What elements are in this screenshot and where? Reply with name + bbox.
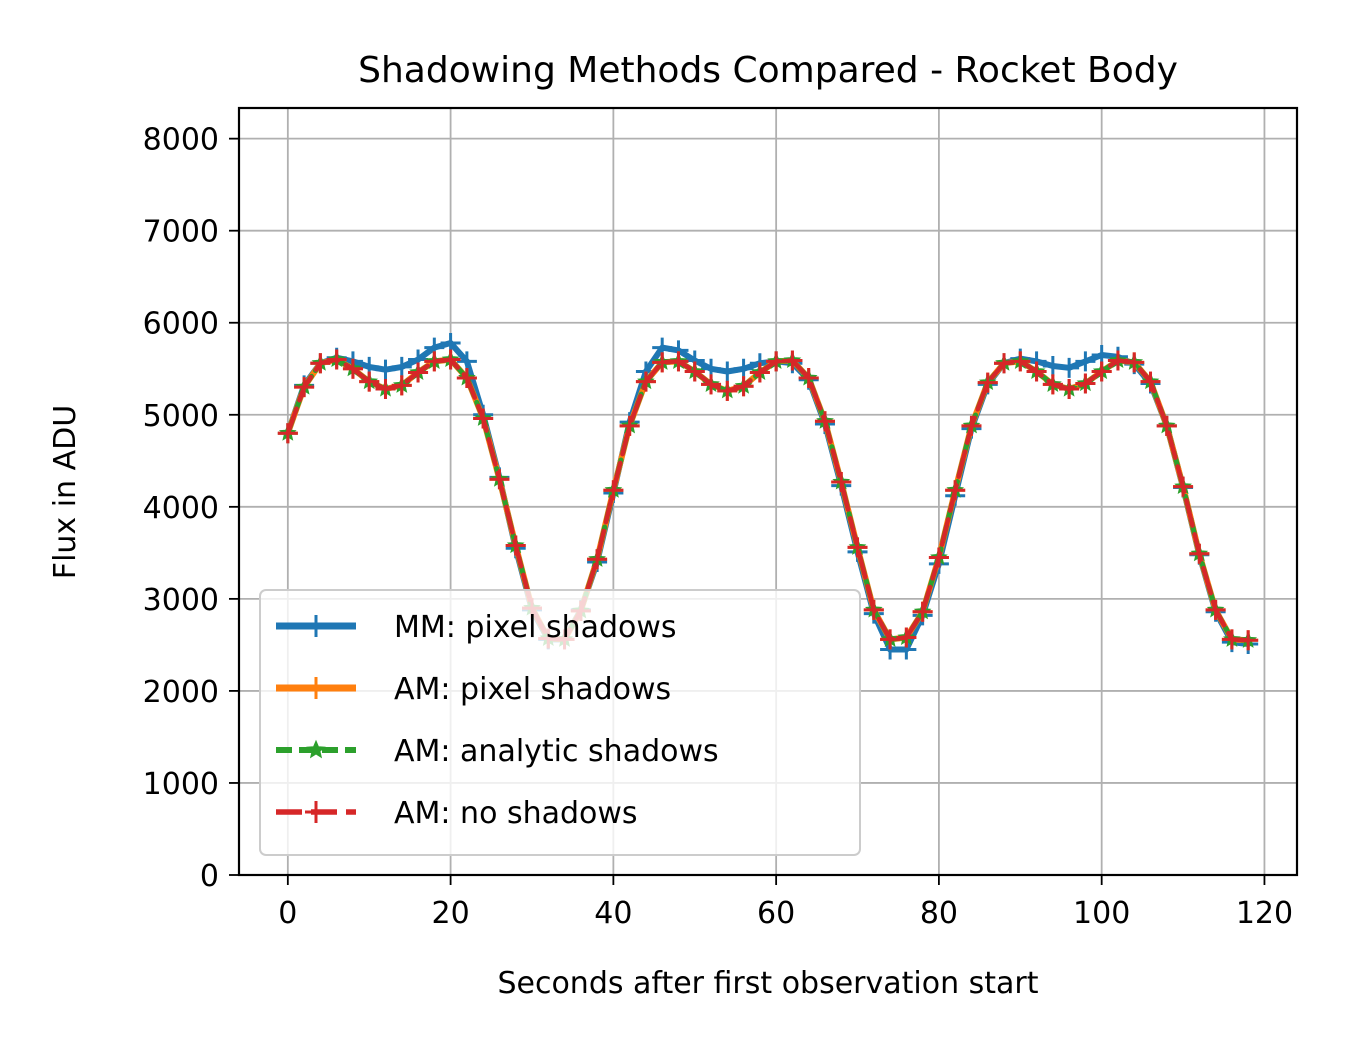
data-point xyxy=(391,375,412,396)
y-tick-label: 7000 xyxy=(143,215,219,250)
y-tick-label: 3000 xyxy=(143,583,219,618)
legend: MM: pixel shadows AM: pixel shadows AM: an… xyxy=(259,589,861,856)
data-point xyxy=(310,353,331,374)
y-tick-label: 5000 xyxy=(143,399,219,434)
data-point xyxy=(798,367,819,388)
data-point xyxy=(912,601,933,622)
legend-item: AM: analytic shadows xyxy=(276,734,719,769)
data-point xyxy=(489,469,510,490)
data-point xyxy=(1091,361,1112,382)
data-point xyxy=(587,549,608,570)
data-point xyxy=(456,367,477,388)
y-axis-title: Flux in ADU xyxy=(48,405,83,579)
data-point xyxy=(1010,351,1031,372)
data-point xyxy=(408,362,429,383)
data-point xyxy=(928,547,949,568)
y-tick-label: 6000 xyxy=(143,307,219,342)
data-point xyxy=(1107,350,1128,371)
data-point xyxy=(684,361,705,382)
legend-box xyxy=(259,589,861,856)
data-point xyxy=(749,362,770,383)
data-point xyxy=(1075,351,1096,372)
data-point xyxy=(896,627,917,648)
y-tick-label: 0 xyxy=(200,859,219,894)
x-tick-label: 100 xyxy=(1073,896,1130,931)
data-point xyxy=(847,537,868,558)
data-point xyxy=(1205,599,1226,620)
y-axis: 0 1000 2000 3000 4000 5000 6000 7000 8000 xyxy=(143,123,239,894)
data-point xyxy=(1059,357,1080,378)
data-point xyxy=(1026,361,1047,382)
data-point xyxy=(994,353,1015,374)
data-point xyxy=(1156,415,1177,436)
y-tick-label: 2000 xyxy=(143,675,219,710)
data-point xyxy=(277,423,298,444)
data-point xyxy=(717,380,738,401)
data-point xyxy=(733,358,754,379)
data-point xyxy=(831,471,852,492)
data-point xyxy=(701,374,722,395)
data-point xyxy=(635,371,656,392)
x-tick-label: 60 xyxy=(757,896,795,931)
data-point xyxy=(1189,543,1210,564)
data-point xyxy=(880,629,901,650)
data-point xyxy=(1173,476,1194,497)
legend-label: AM: no shadows xyxy=(394,796,638,831)
legend-label: AM: pixel shadows xyxy=(394,672,671,707)
x-tick-label: 20 xyxy=(432,896,470,931)
data-point xyxy=(619,415,640,436)
legend-item: AM: no shadows xyxy=(276,796,638,831)
data-point xyxy=(375,379,396,400)
data-point xyxy=(1238,630,1259,651)
data-point xyxy=(1042,374,1063,395)
legend-item: AM: pixel shadows xyxy=(276,672,671,707)
data-point xyxy=(1140,371,1161,392)
y-tick-label: 8000 xyxy=(143,123,219,158)
y-tick-label: 4000 xyxy=(143,491,219,526)
data-point xyxy=(326,349,347,370)
legend-swatch-marker xyxy=(305,801,327,823)
data-point xyxy=(782,350,803,371)
legend-label: AM: analytic shadows xyxy=(394,734,719,769)
data-point xyxy=(505,535,526,556)
data-point xyxy=(424,351,445,372)
data-point xyxy=(733,376,754,397)
legend-item: MM: pixel shadows xyxy=(276,610,677,645)
data-point xyxy=(863,599,884,620)
x-axis-title: Seconds after first observation start xyxy=(497,966,1038,1001)
y-tick-label: 1000 xyxy=(143,767,219,802)
data-point xyxy=(294,377,315,398)
legend-label: MM: pixel shadows xyxy=(394,610,677,645)
data-point xyxy=(359,371,380,392)
data-point xyxy=(440,349,461,370)
legend-swatch-marker xyxy=(305,677,327,699)
data-point xyxy=(342,358,363,379)
data-point xyxy=(717,361,738,382)
data-point xyxy=(945,480,966,501)
x-axis: 0 20 40 60 80 100 120 xyxy=(278,875,1293,931)
data-point xyxy=(473,408,494,429)
x-tick-label: 0 xyxy=(278,896,297,931)
data-point xyxy=(961,415,982,436)
chart-title: Shadowing Methods Compared - Rocket Body xyxy=(358,50,1178,91)
legend-swatch-marker xyxy=(306,739,326,759)
data-point xyxy=(1042,355,1063,376)
data-point xyxy=(603,480,624,501)
data-point xyxy=(375,359,396,380)
data-point xyxy=(1059,379,1080,400)
data-point xyxy=(391,356,412,377)
x-tick-label: 80 xyxy=(920,896,958,931)
x-tick-label: 40 xyxy=(594,896,632,931)
data-point xyxy=(814,411,835,432)
data-point xyxy=(977,372,998,393)
data-point xyxy=(1124,352,1145,373)
plot-frame xyxy=(237,106,1299,877)
x-tick-label: 120 xyxy=(1236,896,1293,931)
data-point xyxy=(668,351,689,372)
data-point xyxy=(1075,373,1096,394)
legend-swatch-marker xyxy=(305,615,327,637)
